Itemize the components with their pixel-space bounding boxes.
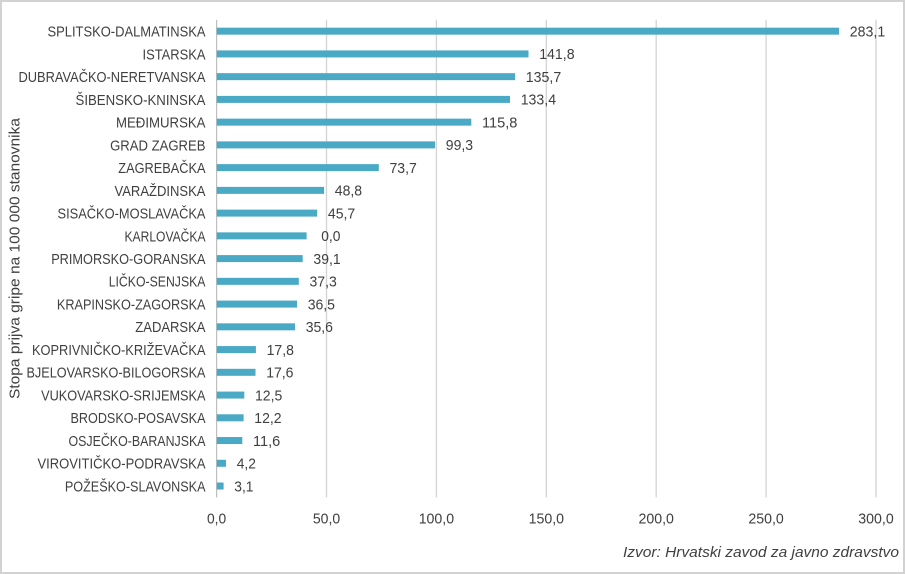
svg-text:BRODSKO-POSAVSKA: BRODSKO-POSAVSKA	[71, 410, 206, 427]
svg-text:Stopa prijva gripe na 100 000: Stopa prijva gripe na 100 000 stanovnika	[7, 117, 24, 399]
svg-text:250,0: 250,0	[748, 510, 783, 527]
svg-text:48,8: 48,8	[335, 183, 362, 200]
svg-text:0,0: 0,0	[207, 510, 226, 527]
svg-text:39,1: 39,1	[313, 251, 340, 268]
svg-text:POŽEŠKO-SLAVONSKA: POŽEŠKO-SLAVONSKA	[65, 478, 206, 495]
svg-text:135,7: 135,7	[526, 69, 561, 86]
svg-text:ZAGREBAČKA: ZAGREBAČKA	[118, 160, 205, 177]
svg-text:0,0: 0,0	[321, 228, 340, 245]
svg-text:115,8: 115,8	[482, 114, 517, 131]
svg-text:KOPRIVNIČKO-KRIŽEVAČKA: KOPRIVNIČKO-KRIŽEVAČKA	[32, 342, 206, 359]
svg-text:12,5: 12,5	[255, 387, 282, 404]
svg-text:141,8: 141,8	[539, 46, 574, 63]
svg-text:LIČKO-SENJSKA: LIČKO-SENJSKA	[109, 274, 206, 291]
svg-text:GRAD ZAGREB: GRAD ZAGREB	[110, 137, 205, 154]
svg-text:100,0: 100,0	[419, 510, 454, 527]
svg-text:SISAČKO-MOSLAVAČKA: SISAČKO-MOSLAVAČKA	[58, 206, 206, 223]
svg-text:Izvor: Hrvatski zavod za javno: Izvor: Hrvatski zavod za javno zdravstvo	[623, 544, 899, 561]
svg-text:MEĐIMURSKA: MEĐIMURSKA	[116, 115, 206, 132]
svg-text:KARLOVAČKA: KARLOVAČKA	[125, 228, 206, 245]
svg-text:SPLITSKO-DALMATINSKA: SPLITSKO-DALMATINSKA	[48, 24, 206, 41]
svg-text:VARAŽDINSKA: VARAŽDINSKA	[115, 183, 206, 200]
svg-text:11,6: 11,6	[253, 433, 280, 450]
svg-text:200,0: 200,0	[639, 510, 674, 527]
svg-text:12,2: 12,2	[254, 410, 281, 427]
svg-text:KRAPINSKO-ZAGORSKA: KRAPINSKO-ZAGORSKA	[57, 296, 206, 313]
svg-text:17,6: 17,6	[266, 365, 293, 382]
svg-text:DUBRAVAČKO-NERETVANSKA: DUBRAVAČKO-NERETVANSKA	[19, 69, 206, 86]
svg-text:OSJEČKO-BARANJSKA: OSJEČKO-BARANJSKA	[69, 433, 206, 450]
svg-text:VUKOVARSKO-SRIJEMSKA: VUKOVARSKO-SRIJEMSKA	[41, 387, 205, 404]
svg-text:37,3: 37,3	[310, 274, 337, 291]
svg-text:ZADARSKA: ZADARSKA	[135, 319, 205, 336]
svg-text:36,5: 36,5	[308, 296, 335, 313]
svg-text:300,0: 300,0	[858, 510, 893, 527]
svg-text:35,6: 35,6	[306, 319, 333, 336]
svg-text:VIROVITIČKO-PODRAVSKA: VIROVITIČKO-PODRAVSKA	[38, 456, 206, 473]
svg-text:50,0: 50,0	[313, 510, 340, 527]
svg-text:73,7: 73,7	[390, 160, 417, 177]
svg-text:3,1: 3,1	[234, 478, 253, 495]
svg-text:PRIMORSKO-GORANSKA: PRIMORSKO-GORANSKA	[51, 251, 205, 268]
svg-text:BJELOVARSKO-BILOGORSKA: BJELOVARSKO-BILOGORSKA	[27, 365, 206, 382]
svg-text:133,4: 133,4	[521, 92, 556, 109]
svg-text:17,8: 17,8	[267, 342, 294, 359]
svg-text:283,1: 283,1	[850, 23, 885, 40]
svg-text:99,3: 99,3	[446, 137, 473, 154]
svg-text:ISTARSKA: ISTARSKA	[143, 46, 206, 63]
svg-text:4,2: 4,2	[237, 456, 256, 473]
svg-text:ŠIBENSKO-KNINSKA: ŠIBENSKO-KNINSKA	[76, 92, 206, 109]
svg-text:45,7: 45,7	[328, 205, 355, 222]
svg-text:150,0: 150,0	[529, 510, 564, 527]
